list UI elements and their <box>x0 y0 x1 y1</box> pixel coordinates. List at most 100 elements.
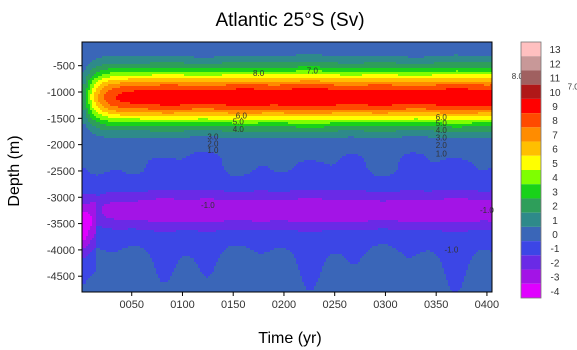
contour-cell <box>276 56 278 58</box>
contour-cell <box>442 48 444 50</box>
contour-cell <box>360 62 362 64</box>
contour-cell <box>290 48 292 50</box>
contour-cell <box>486 56 488 58</box>
contour-cell <box>422 66 424 68</box>
contour-cell <box>114 54 116 56</box>
contour-cell <box>170 48 172 50</box>
contour-cell <box>458 64 460 66</box>
contour-cell <box>428 66 430 68</box>
contour-cell <box>212 48 214 50</box>
contour-cell <box>190 56 192 58</box>
contour-cell <box>202 52 204 54</box>
contour-cell <box>244 56 246 58</box>
contour-cell <box>128 64 130 66</box>
contour-cell <box>150 50 152 52</box>
contour-cell <box>382 54 384 56</box>
contour-cell <box>474 56 476 58</box>
contour-cell <box>120 54 122 56</box>
contour-cell <box>482 54 484 56</box>
contour-cell <box>232 58 234 60</box>
contour-cell <box>222 58 224 60</box>
contour-cell <box>132 54 134 56</box>
contour-cell <box>96 52 98 54</box>
contour-cell <box>118 54 120 56</box>
contour-cell <box>192 58 194 60</box>
contour-cell <box>476 48 478 50</box>
contour-cell <box>162 52 164 54</box>
contour-cell <box>376 52 378 54</box>
contour-cell <box>164 54 166 56</box>
contour-cell <box>266 64 268 66</box>
contour-cell <box>160 54 162 56</box>
contour-cell <box>260 62 262 64</box>
contour-cell <box>288 58 290 60</box>
contour-cell <box>90 64 92 66</box>
contour-cell <box>294 64 296 66</box>
contour-cell <box>338 56 340 58</box>
contour-cell <box>132 52 134 54</box>
contour-cell <box>226 48 228 50</box>
contour-cell <box>318 60 320 62</box>
contour-cell <box>274 52 276 54</box>
contour-cell <box>404 56 406 58</box>
contour-cell <box>366 60 368 62</box>
contour-cell <box>164 58 166 60</box>
contour-cell <box>406 56 408 58</box>
contour-cell <box>264 56 266 58</box>
contour-cell <box>324 50 326 52</box>
contour-cell <box>430 64 432 66</box>
contour-cell <box>438 62 440 64</box>
contour-cell <box>446 60 448 62</box>
contour-cell <box>312 62 314 64</box>
contour-cell <box>366 66 368 68</box>
contour-cell <box>432 56 434 58</box>
contour-cell <box>376 60 378 62</box>
contour-cell <box>248 54 250 56</box>
contour-cell <box>458 58 460 60</box>
contour-cell <box>148 48 150 50</box>
contour-cell <box>252 54 254 56</box>
contour-cell <box>430 58 432 60</box>
contour-cell <box>318 54 320 56</box>
contour-cell <box>256 62 258 64</box>
contour-cell <box>456 50 458 52</box>
contour-cell <box>434 52 436 54</box>
contour-cell <box>366 62 368 64</box>
contour-cell <box>268 64 270 66</box>
contour-cell <box>444 50 446 52</box>
contour-cell <box>172 66 174 68</box>
contour-cell <box>446 62 448 64</box>
contour-cell <box>152 56 154 58</box>
contour-cell <box>156 54 158 56</box>
contour-cell <box>400 50 402 52</box>
contour-cell <box>270 50 272 52</box>
contour-cell <box>142 48 144 50</box>
contour-cell <box>94 52 96 54</box>
contour-cell <box>282 60 284 62</box>
contour-cell <box>154 58 156 60</box>
contour-cell <box>116 50 118 52</box>
contour-cell <box>162 58 164 60</box>
contour-cell <box>426 62 428 64</box>
contour-cell <box>152 54 154 56</box>
contour-cell <box>460 52 462 54</box>
contour-cell <box>106 54 108 56</box>
contour-cell <box>86 60 88 62</box>
contour-cell <box>234 48 236 50</box>
contour-cell <box>94 56 96 58</box>
contour-cell <box>232 66 234 68</box>
contour-cell <box>244 64 246 66</box>
contour-cell <box>284 64 286 66</box>
contour-cell <box>300 56 302 58</box>
contour-cell <box>362 58 364 60</box>
contour-cell <box>350 62 352 64</box>
contour-cell <box>252 52 254 54</box>
contour-cell <box>472 64 474 66</box>
contour-cell <box>96 48 98 50</box>
contour-cell <box>346 52 348 54</box>
contour-cell <box>258 56 260 58</box>
contour-cell <box>398 56 400 58</box>
contour-cell <box>292 56 294 58</box>
contour-cell <box>412 56 414 58</box>
contour-cell <box>356 62 358 64</box>
